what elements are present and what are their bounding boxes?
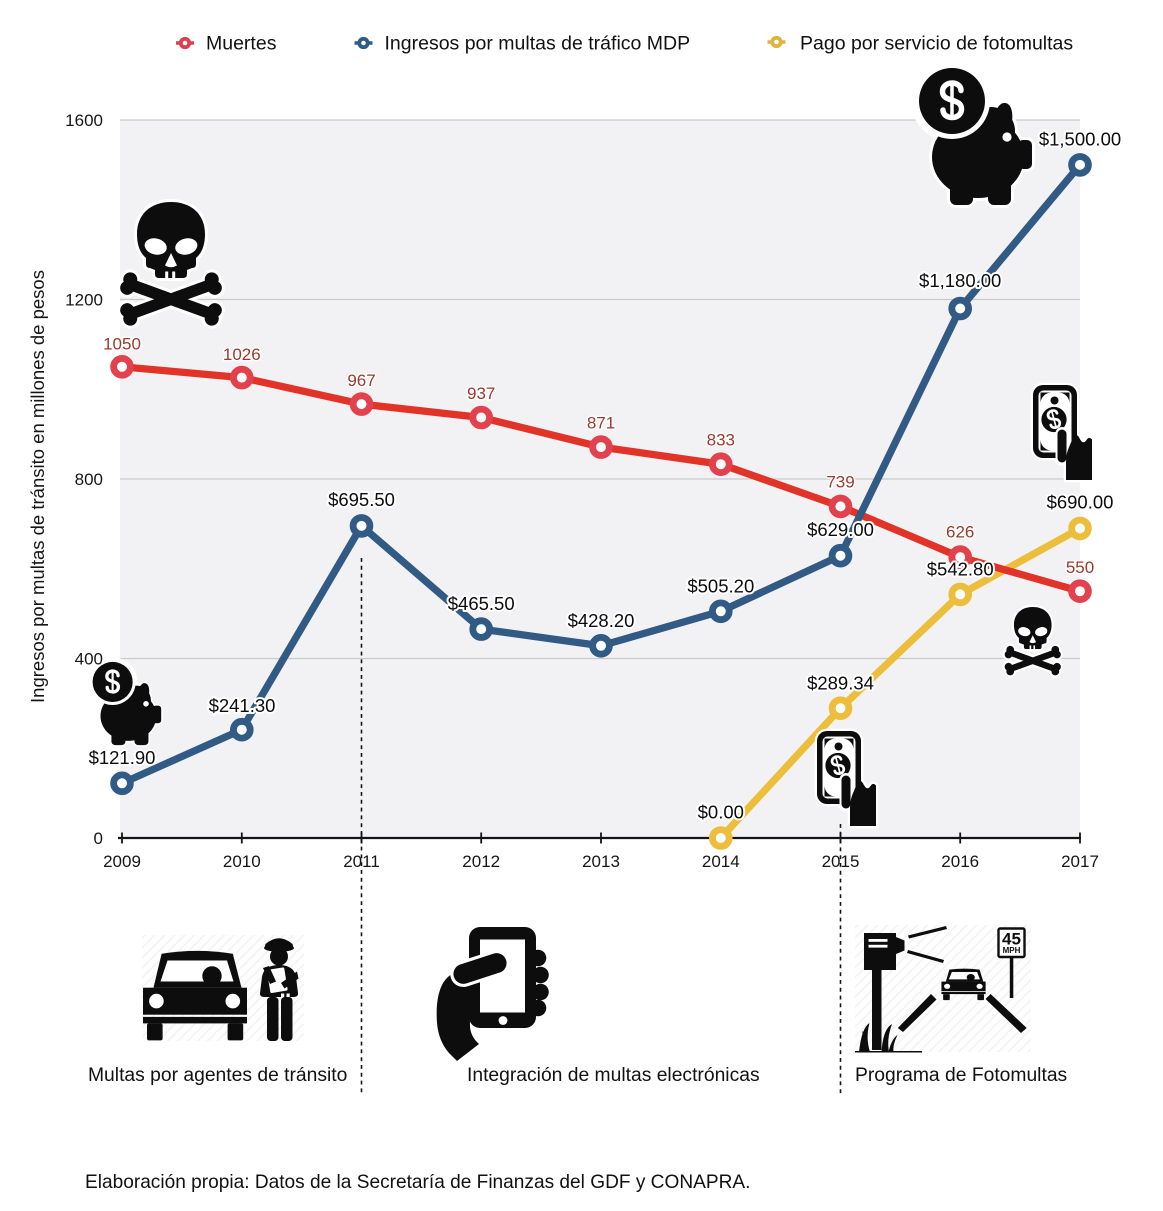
svg-text:Elaboración propia: Datos de l: Elaboración propia: Datos de la Secretar… [85,1172,750,1193]
svg-text:1026: 1026 [223,345,261,364]
svg-text:$505.20: $505.20 [687,576,754,597]
svg-text:550: 550 [1066,558,1094,577]
svg-text:1200: 1200 [65,291,103,310]
svg-text:800: 800 [75,470,103,489]
svg-text:1600: 1600 [65,111,103,130]
svg-text:Programa de Fotomultas: Programa de Fotomultas [855,1065,1067,1086]
svg-text:1050: 1050 [103,335,141,354]
svg-text:Integración de multas electrón: Integración de multas electrónicas [467,1065,760,1086]
svg-text:2012: 2012 [462,852,500,871]
svg-text:Muertes: Muertes [206,33,277,55]
svg-text:937: 937 [467,384,495,403]
svg-text:626: 626 [946,523,974,542]
svg-text:Ingresos por multas de tráfico: Ingresos por multas de tráfico MDP [385,33,691,55]
svg-text:2010: 2010 [223,852,261,871]
svg-text:Pago por servicio de fotomulta: Pago por servicio de fotomultas [800,33,1073,55]
svg-text:$0.00: $0.00 [698,802,744,823]
svg-text:$690.00: $690.00 [1047,492,1114,513]
svg-text:2013: 2013 [582,852,620,871]
svg-text:2017: 2017 [1061,852,1099,871]
svg-text:$289.34: $289.34 [807,673,874,694]
svg-text:$465.50: $465.50 [448,593,515,614]
svg-text:833: 833 [707,431,735,450]
svg-text:2014: 2014 [702,852,740,871]
svg-text:$1,180.00: $1,180.00 [919,270,1001,291]
svg-text:$695.50: $695.50 [328,489,395,510]
svg-text:967: 967 [347,371,375,390]
svg-text:2011: 2011 [343,852,380,871]
svg-text:2009: 2009 [103,852,141,871]
svg-text:739: 739 [826,473,854,492]
svg-text:$121.90: $121.90 [89,747,156,768]
svg-text:0: 0 [94,829,103,848]
svg-text:$542.80: $542.80 [927,559,994,580]
svg-text:400: 400 [75,650,103,669]
svg-text:$1,500.00: $1,500.00 [1039,129,1121,150]
svg-text:2016: 2016 [941,852,979,871]
svg-text:2015: 2015 [822,852,860,871]
svg-text:Ingresos por multas de tránsit: Ingresos por multas de tránsito en millo… [27,270,48,703]
svg-text:$241.30: $241.30 [209,695,276,716]
svg-text:$428.20: $428.20 [568,610,635,631]
svg-text:$629.00: $629.00 [807,519,874,540]
svg-text:871: 871 [587,414,615,433]
svg-text:Multas por agentes de tránsito: Multas por agentes de tránsito [88,1065,347,1086]
